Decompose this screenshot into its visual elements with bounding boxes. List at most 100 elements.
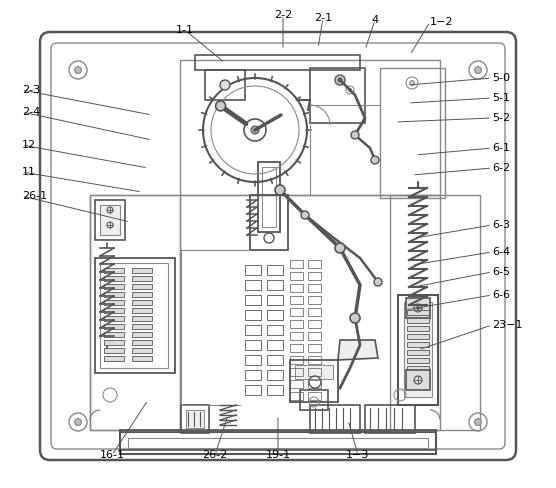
Text: 2-2: 2-2 [274, 10, 292, 20]
Bar [290, 332, 303, 340]
Bar [132, 276, 152, 281]
Text: 12: 12 [22, 140, 36, 150]
Bar [267, 385, 283, 395]
Bar [245, 370, 261, 380]
Bar [104, 292, 124, 297]
Bar [290, 284, 303, 292]
Bar [308, 284, 321, 292]
Text: 6-3: 6-3 [492, 220, 510, 230]
Circle shape [351, 131, 359, 139]
Bar [267, 370, 283, 380]
Bar [407, 318, 429, 323]
Circle shape [374, 278, 382, 286]
Bar [245, 325, 261, 335]
Bar [104, 308, 124, 313]
Bar [104, 356, 124, 361]
Bar [100, 263, 168, 368]
Bar [407, 382, 429, 387]
Bar [258, 162, 280, 232]
Bar [104, 300, 124, 305]
Bar [104, 316, 124, 321]
Bar [310, 68, 365, 123]
Bar [181, 405, 209, 433]
Bar [290, 272, 303, 280]
Circle shape [416, 306, 419, 309]
Circle shape [474, 66, 481, 74]
Circle shape [335, 75, 345, 85]
Bar [390, 195, 480, 430]
Circle shape [216, 101, 226, 111]
Bar [120, 432, 436, 454]
Circle shape [338, 78, 342, 82]
Bar [245, 265, 261, 275]
Bar [267, 265, 283, 275]
Text: 6-1: 6-1 [492, 143, 510, 153]
Circle shape [474, 419, 481, 426]
Text: 26-2: 26-2 [202, 450, 227, 460]
Text: 1−2: 1−2 [430, 17, 454, 27]
Bar [245, 340, 261, 350]
Bar [104, 348, 124, 353]
Bar [186, 410, 204, 428]
Bar [132, 300, 152, 305]
Bar [267, 295, 283, 305]
Circle shape [371, 156, 379, 164]
Text: 2-3: 2-3 [22, 85, 40, 95]
Bar [407, 310, 429, 315]
Bar [245, 310, 261, 320]
Bar [407, 366, 429, 371]
Bar [380, 68, 445, 198]
Text: 19-1: 19-1 [265, 450, 291, 460]
Bar [205, 70, 245, 100]
Bar [308, 368, 321, 376]
Text: 5-1: 5-1 [492, 93, 510, 103]
Bar [245, 385, 261, 395]
Bar [128, 438, 428, 448]
Text: 5-0: 5-0 [492, 73, 510, 83]
Bar [407, 350, 429, 355]
Bar [290, 392, 303, 400]
Bar [300, 390, 328, 410]
Circle shape [75, 66, 82, 74]
Bar [267, 310, 283, 320]
Bar [290, 356, 303, 364]
Bar [250, 195, 288, 250]
Bar [195, 55, 360, 70]
Bar [407, 374, 429, 379]
Bar [104, 284, 124, 289]
Circle shape [335, 243, 345, 253]
Circle shape [275, 185, 285, 195]
Bar [104, 268, 124, 273]
Bar [267, 355, 283, 365]
Bar [310, 405, 360, 433]
Bar [308, 260, 321, 268]
Bar [308, 296, 321, 304]
Bar [95, 200, 125, 240]
Bar [308, 272, 321, 280]
Text: 6-6: 6-6 [492, 290, 510, 300]
Bar [132, 348, 152, 353]
Bar [407, 342, 429, 347]
Bar [90, 195, 180, 430]
Bar [132, 284, 152, 289]
Bar [308, 344, 321, 352]
Bar [290, 368, 303, 376]
Bar [290, 360, 338, 402]
Bar [308, 332, 321, 340]
Bar [365, 405, 415, 433]
Bar [308, 320, 321, 328]
Bar [95, 258, 175, 373]
Text: 23−1: 23−1 [492, 320, 523, 330]
Bar [132, 324, 152, 329]
Bar [267, 280, 283, 290]
Bar [407, 334, 429, 339]
Circle shape [75, 419, 82, 426]
Bar [290, 380, 303, 388]
Bar [290, 260, 303, 268]
Bar [308, 356, 321, 364]
Circle shape [251, 126, 259, 134]
Text: 2-4: 2-4 [22, 107, 40, 117]
Bar [132, 292, 152, 297]
Bar [267, 325, 283, 335]
Bar [406, 298, 430, 318]
